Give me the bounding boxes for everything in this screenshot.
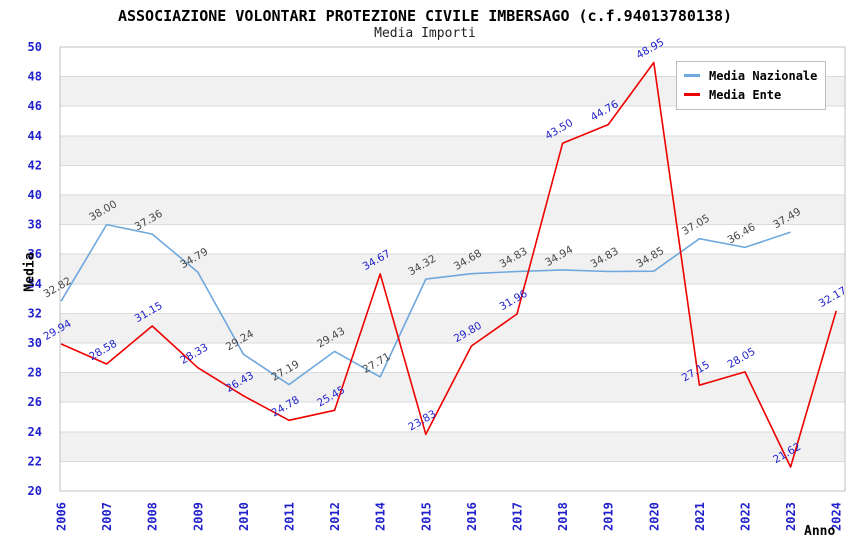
svg-text:48: 48	[28, 70, 42, 84]
svg-text:28: 28	[28, 366, 42, 380]
svg-text:28.05: 28.05	[725, 346, 757, 371]
svg-text:34: 34	[28, 277, 42, 291]
svg-text:31.96: 31.96	[497, 288, 529, 314]
svg-text:23.83: 23.83	[406, 408, 438, 433]
svg-text:2019: 2019	[602, 502, 616, 531]
svg-text:2012: 2012	[328, 502, 342, 531]
svg-text:38: 38	[28, 218, 42, 232]
x-axis-ticks: 2006 2007 2008 2009 2010 2011 2012 2014 2015 2016…	[55, 502, 844, 531]
svg-text:20: 20	[28, 484, 42, 498]
svg-text:32: 32	[28, 306, 42, 320]
svg-text:2016: 2016	[465, 502, 479, 531]
svg-text:28.33: 28.33	[178, 341, 210, 366]
svg-text:2008: 2008	[146, 502, 160, 531]
legend-label-media-ente: Media Ente	[709, 87, 782, 102]
media-nazionale-line-swatch	[684, 74, 700, 77]
svg-text:2010: 2010	[237, 502, 251, 531]
svg-text:2014: 2014	[374, 502, 388, 531]
svg-text:2020: 2020	[647, 502, 661, 531]
legend-item-media-ente: Media Ente	[684, 85, 817, 104]
svg-text:50: 50	[28, 40, 42, 54]
plot-bands	[60, 76, 845, 462]
chart-subtitle: Media Importi	[374, 26, 476, 41]
svg-text:30: 30	[28, 336, 42, 350]
svg-text:2022: 2022	[739, 502, 753, 531]
chart-title: ASSOCIAZIONE VOLONTARI PROTEZIONE CIVILE…	[117, 7, 733, 25]
svg-text:2017: 2017	[511, 502, 525, 531]
x-axis-title: Anno	[804, 524, 836, 539]
svg-text:36: 36	[28, 247, 42, 261]
media-ente-line	[60, 61, 837, 468]
svg-text:48.95: 48.95	[634, 36, 666, 61]
legend: Media Nazionale Media Ente	[676, 61, 827, 110]
svg-text:2011: 2011	[283, 502, 297, 531]
svg-text:26: 26	[28, 395, 42, 409]
svg-text:42: 42	[28, 158, 42, 172]
svg-text:2009: 2009	[191, 502, 205, 531]
svg-text:22: 22	[28, 454, 42, 468]
svg-text:2006: 2006	[55, 502, 69, 531]
svg-text:2007: 2007	[100, 502, 114, 531]
svg-text:2018: 2018	[556, 502, 570, 531]
svg-text:2021: 2021	[693, 502, 707, 531]
svg-text:32.82: 32.82	[41, 275, 73, 300]
plot-border	[59, 46, 846, 492]
media-ente-line-swatch	[684, 93, 700, 96]
y-axis-title: Media	[22, 252, 38, 292]
svg-text:2015: 2015	[419, 502, 433, 531]
svg-text:2023: 2023	[784, 502, 798, 531]
svg-text:46: 46	[28, 99, 42, 113]
media-nazionale-line	[60, 223, 791, 386]
svg-text:2024: 2024	[830, 502, 844, 531]
svg-text:32.17: 32.17	[817, 285, 849, 310]
gridlines	[60, 76, 845, 462]
svg-text:24: 24	[28, 425, 42, 439]
svg-text:44: 44	[28, 129, 42, 143]
svg-text:40: 40	[28, 188, 42, 202]
legend-item-media-nazionale: Media Nazionale	[684, 66, 817, 85]
y-axis-ticks: 20 22 24 26 28 30 32 34 36 38 40 42 44 46 48 50	[28, 40, 42, 498]
legend-label-media-nazionale: Media Nazionale	[709, 68, 818, 83]
